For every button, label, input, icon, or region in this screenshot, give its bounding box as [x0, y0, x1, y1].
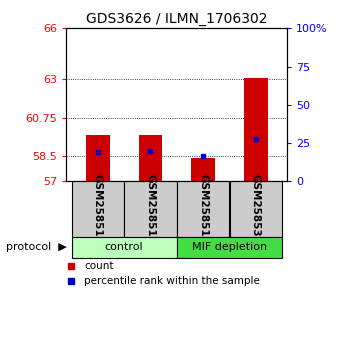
Bar [139, 136, 162, 181]
Text: control: control [105, 242, 143, 252]
Text: GSM258517: GSM258517 [146, 174, 155, 244]
Bar [86, 136, 110, 181]
Bar [191, 158, 215, 181]
Bar [72, 237, 176, 258]
Bar [72, 181, 124, 237]
Bar [230, 181, 282, 237]
Bar [124, 181, 176, 237]
Bar [177, 237, 282, 258]
Bar [177, 181, 229, 237]
Bar [244, 78, 268, 181]
Title: GDS3626 / ILMN_1706302: GDS3626 / ILMN_1706302 [86, 12, 268, 26]
Text: GSM258516: GSM258516 [93, 174, 103, 244]
Text: percentile rank within the sample: percentile rank within the sample [84, 276, 260, 286]
Text: protocol  ▶: protocol ▶ [6, 242, 67, 252]
Text: GSM258515: GSM258515 [198, 174, 208, 244]
Text: GSM258530: GSM258530 [251, 174, 261, 244]
Text: count: count [84, 261, 114, 270]
Text: MIF depletion: MIF depletion [192, 242, 267, 252]
